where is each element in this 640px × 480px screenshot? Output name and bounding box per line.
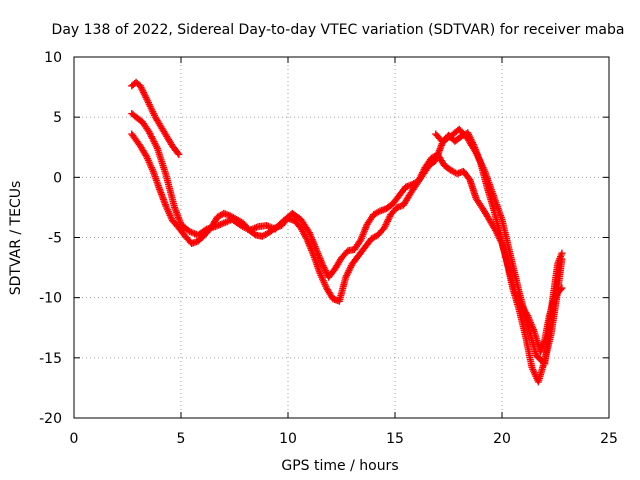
x-tick-label: 20 [493,431,511,447]
y-tick-label: 10 [44,50,62,66]
data-point [558,249,566,257]
x-tick-label: 25 [600,431,618,447]
chart-title: Day 138 of 2022, Sidereal Day-to-day VTE… [52,22,625,38]
data-points [128,78,566,386]
y-axis-label: SDTVAR / TECUs [8,181,24,296]
data-point [174,149,182,157]
y-tick-label: 5 [53,110,62,126]
x-tick-label: 5 [177,431,186,447]
x-tick-label: 10 [279,431,297,447]
data-point [374,208,382,216]
axis-ticks: 0 5 10 15 20 25 -20 -15 -10 -5 0 5 10 [39,50,618,447]
x-tick-label: 15 [386,431,404,447]
y-tick-label: 0 [53,170,62,186]
x-axis-label: GPS time / hours [281,458,398,474]
y-tick-label: -15 [39,351,62,367]
y-tick-label: -5 [48,231,62,247]
y-tick-label: -20 [39,411,62,427]
data-point [175,150,183,158]
y-tick-label: -10 [39,291,62,307]
x-tick-label: 0 [70,431,79,447]
